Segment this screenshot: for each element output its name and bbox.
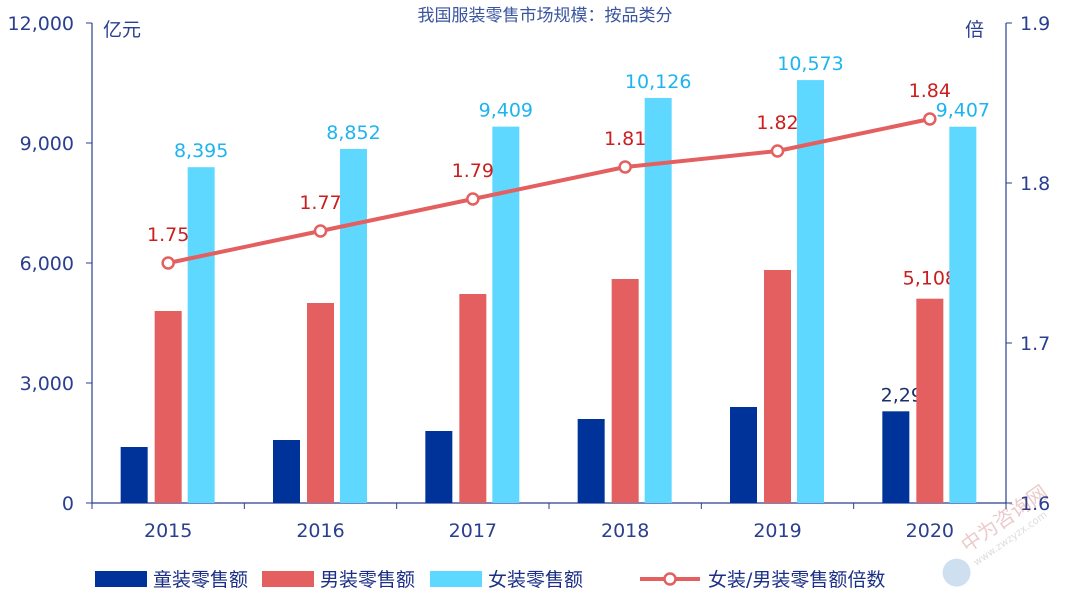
bar-2-2016 — [340, 148, 367, 504]
watermark-logo — [942, 558, 971, 587]
data-label: 5,108 — [903, 268, 957, 290]
left-axis-label: 亿元 — [103, 19, 141, 41]
data-label: 10,126 — [625, 71, 691, 93]
bar-1-2020 — [916, 298, 944, 503]
x-tick-label: 2015 — [144, 520, 192, 542]
ratio-label: 1.79 — [452, 160, 494, 182]
ratio-point-2015 — [161, 256, 175, 270]
right-tick-label: 1.7 — [1020, 333, 1050, 355]
left-tick-label: 0 — [62, 493, 74, 515]
legend-swatch — [262, 571, 314, 587]
data-label: 8,395 — [174, 140, 228, 162]
right-tick-label: 1.9 — [1020, 13, 1050, 35]
left-tick-label: 6,000 — [20, 253, 74, 275]
ratio-label: 1.82 — [756, 112, 798, 134]
x-tick-label: 2017 — [449, 520, 497, 542]
data-label: 10,573 — [777, 53, 843, 75]
left-tick-label: 12,000 — [8, 13, 74, 35]
bar-1-2017 — [459, 294, 487, 503]
legend-label: 男装零售额 — [320, 569, 415, 591]
bar-2-2017 — [492, 126, 520, 503]
legend-label: 童装零售额 — [153, 569, 248, 591]
ratio-label: 1.84 — [909, 80, 951, 102]
bar-1-2015 — [154, 311, 182, 503]
ratio-point-2020 — [923, 112, 937, 126]
bar-2-2020 — [949, 126, 977, 503]
x-tick-label: 2020 — [906, 520, 954, 542]
ratio-label: 1.81 — [604, 128, 646, 150]
bar-0-2019 — [730, 407, 757, 503]
bar-0-2016 — [273, 440, 300, 503]
legend-label: 女装/男装零售额倍数 — [708, 569, 885, 591]
left-tick-label: 3,000 — [20, 373, 74, 395]
legend-swatch — [430, 571, 482, 587]
bar-1-2018 — [611, 279, 639, 503]
data-label: 8,852 — [326, 122, 380, 144]
legend-label: 女装零售额 — [488, 569, 583, 591]
ratio-point-2017 — [466, 192, 480, 206]
right-tick-label: 1.8 — [1020, 173, 1050, 195]
chart-title: 我国服装零售市场规模：按品类分 — [418, 6, 673, 26]
bar-2-2015 — [187, 167, 215, 503]
x-tick-label: 2016 — [296, 520, 344, 542]
ratio-line — [167, 117, 931, 265]
bar-0-2020 — [882, 411, 910, 503]
legend-marker — [663, 572, 677, 586]
bar-1-2019 — [764, 270, 791, 503]
right-axis-label: 倍 — [965, 19, 984, 41]
bar-1-2016 — [307, 303, 334, 503]
bar-2-2018 — [644, 97, 672, 504]
right-tick-label: 1.6 — [1020, 493, 1050, 515]
data-label: 9,407 — [936, 100, 990, 122]
ratio-point-2018 — [618, 160, 632, 174]
x-tick-label: 2018 — [601, 520, 649, 542]
ratio-label: 1.75 — [147, 224, 189, 246]
ratio-label: 1.77 — [299, 192, 341, 214]
bar-0-2017 — [425, 431, 453, 503]
data-label: 9,409 — [479, 100, 533, 122]
legend-swatch — [95, 571, 147, 587]
x-tick-label: 2019 — [753, 520, 801, 542]
legend: 童装零售额 男装零售额 女装零售额 女装/男装零售额倍数 — [95, 569, 885, 591]
left-tick-label: 9,000 — [20, 133, 74, 155]
bar-2-2019 — [797, 80, 824, 503]
ratio-point-2019 — [770, 144, 785, 158]
bar-0-2018 — [577, 419, 605, 503]
ratio-point-2016 — [313, 224, 328, 238]
bar-0-2015 — [120, 447, 148, 503]
